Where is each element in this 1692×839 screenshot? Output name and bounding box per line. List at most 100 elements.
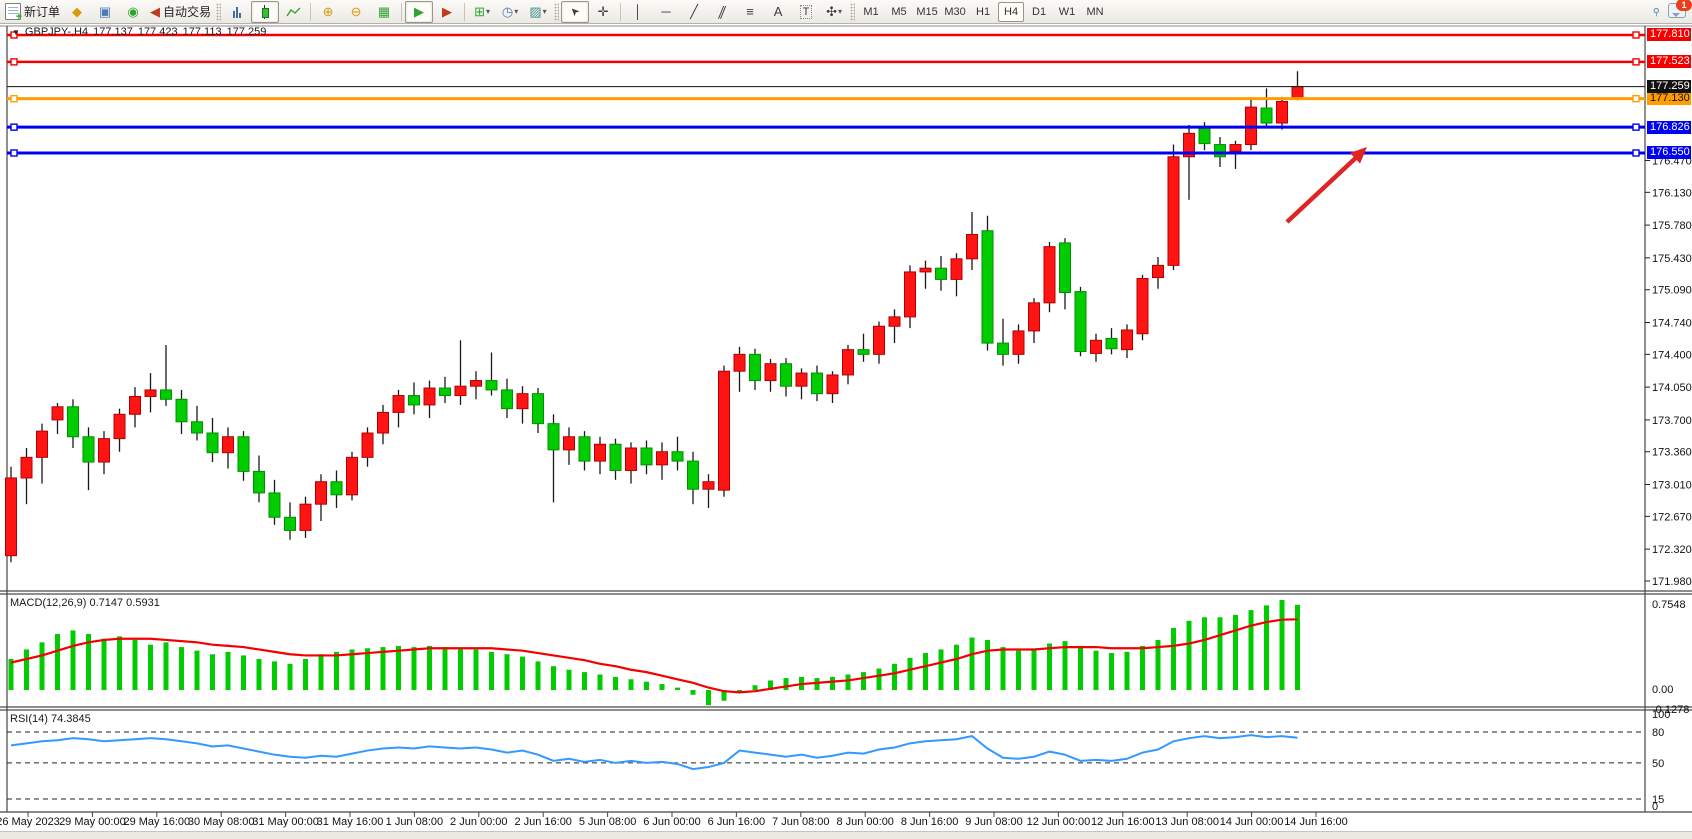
data-window-button[interactable]: ▣ xyxy=(91,1,119,23)
macd-bar xyxy=(334,651,339,690)
price-tick-label: 174.740 xyxy=(1652,318,1692,330)
vertical-line-button[interactable]: │ xyxy=(624,1,652,23)
time-axis-label: 1 Jun 08:00 xyxy=(386,816,444,828)
indicators-button[interactable]: ⊞ ▾ xyxy=(474,3,490,19)
zoom-in-button[interactable]: ⊕ xyxy=(314,1,342,23)
clock-icon: ◷ xyxy=(501,3,514,19)
macd-bar xyxy=(1264,605,1269,690)
cursor-button[interactable]: ➤ xyxy=(561,0,590,23)
horizontal-line-button[interactable]: ─ xyxy=(652,1,680,23)
market-watch-button[interactable]: ◆ xyxy=(63,1,91,23)
trendline-button[interactable]: ╱ xyxy=(680,1,708,23)
macd-signal-line xyxy=(10,618,1298,694)
macd-bar xyxy=(1279,600,1285,690)
bull-candle xyxy=(1028,302,1040,332)
macd-bar xyxy=(752,685,758,690)
bear-candle xyxy=(253,470,265,494)
macd-bar xyxy=(907,657,913,690)
rsi-label: RSI(14) 74.3845 xyxy=(10,713,91,725)
timeframe-M5[interactable]: M5 xyxy=(891,5,907,18)
bull-candle xyxy=(1012,330,1025,355)
bull-candle xyxy=(454,385,467,397)
macd-bar xyxy=(8,659,14,690)
zoom-out-button[interactable]: ⊖ xyxy=(342,1,370,23)
time-axis-label: 26 May 2023 xyxy=(0,816,60,828)
periods-button[interactable]: ◷ ▾ xyxy=(501,3,519,19)
autotrade-icon: ◀ xyxy=(150,3,161,19)
time-axis-label: 29 May 00:00 xyxy=(59,816,126,828)
macd-bar xyxy=(566,669,572,690)
line-handle[interactable] xyxy=(1632,94,1640,103)
macd-bar xyxy=(830,676,835,690)
macd-bar xyxy=(194,650,200,690)
line-handle[interactable] xyxy=(10,123,18,131)
timeframe-M30[interactable]: M30 xyxy=(944,5,966,18)
auto-scroll-button[interactable]: ▶ xyxy=(405,0,434,23)
bear-candle xyxy=(160,389,172,400)
line-handle[interactable] xyxy=(1632,58,1640,66)
price-label-177.523: 177.523 xyxy=(1647,55,1691,69)
chart-canvas: 176.470176.130175.780175.430175.090174.7… xyxy=(0,25,1692,831)
macd-axis-label: 0.7548 xyxy=(1652,599,1686,611)
line-handle[interactable] xyxy=(10,94,18,103)
trend-arrow-shaft[interactable] xyxy=(1285,151,1363,224)
line-handle[interactable] xyxy=(10,149,18,157)
macd-bar xyxy=(442,647,448,690)
price-label-176.550: 176.550 xyxy=(1647,146,1691,160)
crosshair-button[interactable]: ✛ xyxy=(589,1,617,23)
channel-button[interactable]: ∥ xyxy=(708,1,736,23)
macd-bar xyxy=(179,647,184,690)
text-button[interactable]: A xyxy=(764,1,792,23)
signals-button[interactable]: ◉ xyxy=(119,1,147,23)
macd-bar xyxy=(1000,647,1006,690)
macd-bar xyxy=(287,663,293,690)
auto-trading-button[interactable]: ◀ 自动交易 xyxy=(147,1,214,23)
trend-arrow-head[interactable] xyxy=(1349,147,1367,164)
arrows-tool-button[interactable]: ✣ ▾ xyxy=(826,3,842,19)
fibonacci-button[interactable]: ≡ xyxy=(736,1,764,23)
rsi-axis-label: 50 xyxy=(1652,758,1664,770)
timeframe-H1[interactable]: H1 xyxy=(976,5,991,18)
ohlc-high: 177.423 xyxy=(137,26,178,38)
shift-chart-icon: ▶ xyxy=(442,3,453,19)
line-handle[interactable] xyxy=(10,58,18,66)
bear-candle xyxy=(1214,144,1226,158)
macd-bar xyxy=(814,678,820,690)
line-handle[interactable] xyxy=(1632,149,1640,157)
bear-candle xyxy=(935,267,947,280)
timeframe-MN[interactable]: MN xyxy=(1086,5,1104,18)
rsi-axis-label: 80 xyxy=(1652,727,1664,739)
toolbar-grip3 xyxy=(850,2,856,21)
bull-candle xyxy=(702,481,715,490)
line-chart-button[interactable] xyxy=(279,1,307,23)
text-label-button[interactable]: T xyxy=(792,1,820,23)
bull-candle xyxy=(718,370,730,491)
chat-icon[interactable]: 1 xyxy=(1668,0,1692,18)
macd-bar xyxy=(659,684,665,690)
new-order-button[interactable]: + 新订单 xyxy=(2,1,63,23)
timeframe-M15[interactable]: M15 xyxy=(916,5,938,18)
line-handle[interactable] xyxy=(1632,123,1640,131)
tile-windows-button[interactable]: ▦ xyxy=(370,1,398,23)
macd-bar xyxy=(582,672,587,690)
rsi-axis-label: 0 xyxy=(1652,801,1658,813)
line-handle[interactable] xyxy=(1632,31,1640,39)
toolbar: + 新订单 ◆ ▣ ◉ ◀ 自动交易 ⊕ ⊖ ▦ ▶ ▶ ⊞ ▾ ◷ ▾ xyxy=(0,0,1692,24)
price-tick-label: 175.090 xyxy=(1652,285,1692,297)
chart-area[interactable]: 176.470 176.130 175.780 175.430 175.090 174.7… xyxy=(0,25,1692,831)
timeframe-H4[interactable]: H4 xyxy=(998,1,1025,22)
macd-bar xyxy=(24,649,29,690)
bull-candle xyxy=(1229,144,1242,152)
search-icon[interactable]: ⌕ xyxy=(1646,1,1665,20)
candlestick-chart-button[interactable] xyxy=(251,0,280,23)
toolbar-grip2 xyxy=(554,2,560,21)
timeframe-M1[interactable]: M1 xyxy=(863,5,879,18)
timeframe-W1[interactable]: W1 xyxy=(1058,5,1076,18)
timeframe-D1[interactable]: D1 xyxy=(1032,5,1047,18)
bar-chart-button[interactable] xyxy=(223,1,251,23)
line-handle[interactable] xyxy=(10,31,18,39)
chart-shift-button[interactable]: ▶ xyxy=(433,1,461,23)
macd-bar xyxy=(1186,620,1192,690)
templates-button[interactable]: ▨ ▾ xyxy=(529,3,547,19)
